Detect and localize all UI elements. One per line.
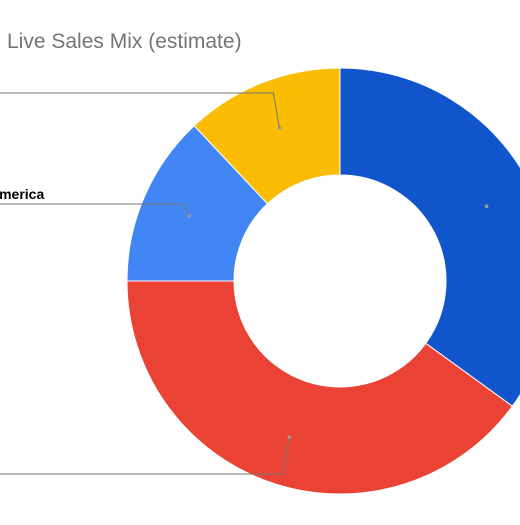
callout-label-3: America <box>0 186 44 202</box>
donut-slice-1 <box>339 67 520 407</box>
slices-group <box>126 67 520 495</box>
callout-line-4 <box>0 92 280 129</box>
chart-title: Live Sales Mix (estimate) <box>7 30 242 53</box>
donut-slice-4 <box>193 67 341 205</box>
callout-line-2 <box>0 437 290 475</box>
callout-dot-4 <box>277 126 282 130</box>
donut-slice-2 <box>126 280 514 495</box>
callouts-group: America <box>0 92 489 475</box>
callout-line-3 <box>0 203 190 216</box>
callout-dot-1 <box>484 204 489 209</box>
